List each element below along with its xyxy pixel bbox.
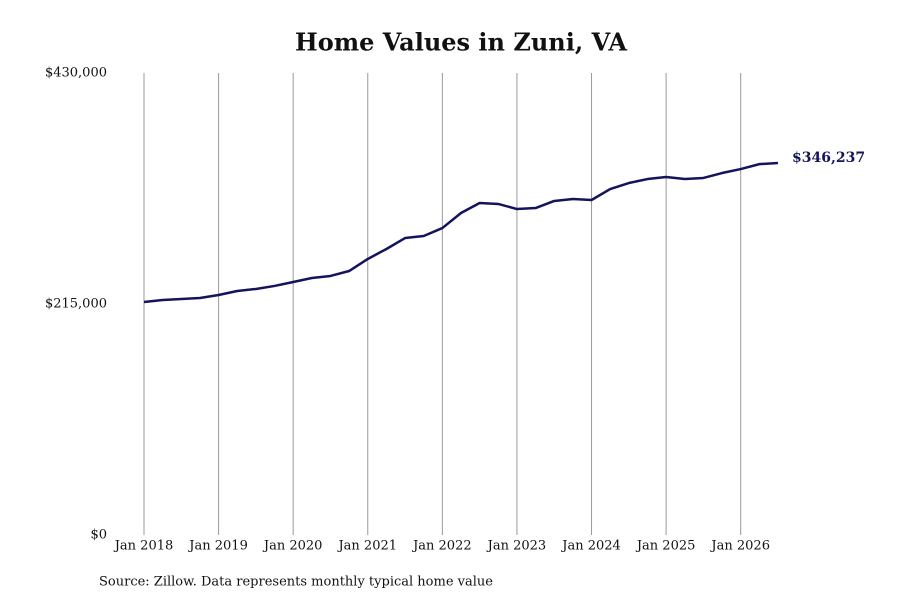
x-tick-label: Jan 2025	[635, 539, 696, 554]
x-tick-label: Jan 2020	[262, 539, 323, 554]
x-tick-label: Jan 2018	[113, 539, 174, 554]
x-tick-label: Jan 2021	[336, 539, 397, 554]
x-tick-label: Jan 2024	[560, 539, 621, 554]
y-tick-label: $0	[90, 528, 107, 543]
chart-title: Home Values in Zuni, VA	[295, 28, 627, 57]
x-tick-label: Jan 2023	[486, 539, 547, 554]
x-tick-label: Jan 2026	[709, 539, 770, 554]
x-tick-label: Jan 2019	[187, 539, 248, 554]
source-note: Source: Zillow. Data represents monthly …	[99, 575, 493, 590]
line-series	[143, 161, 779, 304]
y-tick-label: $215,000	[45, 297, 107, 312]
x-tick-label: Jan 2022	[411, 539, 472, 554]
y-tick-label: $430,000	[45, 66, 107, 81]
value-label: $346,237	[792, 150, 865, 166]
